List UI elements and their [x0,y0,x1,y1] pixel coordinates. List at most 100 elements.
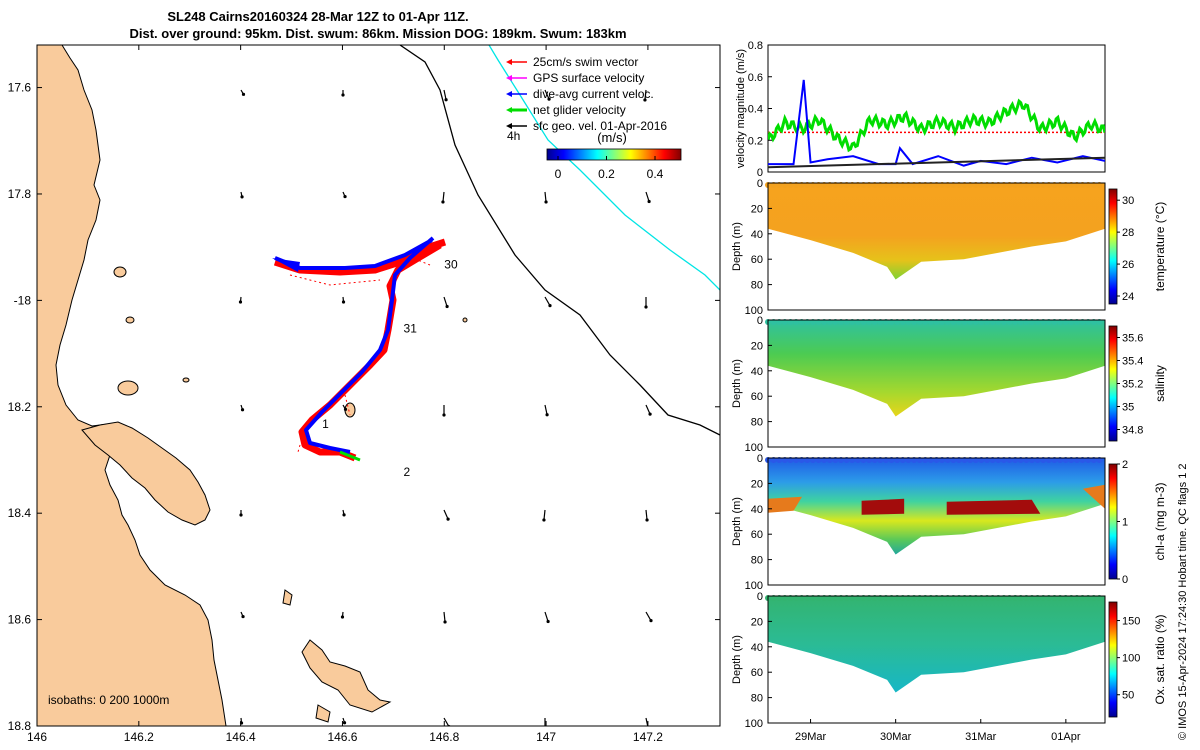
section-plot-frame [767,595,1106,724]
geo-velocity-arrowhead [545,413,549,417]
depth-tick-label: 80 [751,417,763,429]
geo-velocity-arrow [645,191,650,202]
colorbar-tick-label: 50 [1122,690,1134,702]
geo-velocity-arrowhead [646,726,649,729]
glider-track [272,236,447,462]
legend-label: dive-avg current veloc. [533,87,654,101]
depth-tick-label: 40 [751,642,763,654]
colorbar-tick-label: 26 [1122,259,1134,271]
velocity-y-tick-label: 0.2 [748,135,763,147]
isobath-200m [399,45,720,436]
legend-label: GPS surface velocity [533,71,644,85]
depth-tick-label: 40 [751,366,763,378]
section-panel: 0 20 40 60 80 100 Depth (m) 0 1 2 chl-a (mg m-3) [731,453,1167,592]
geo-velocity-arrowhead [239,513,243,517]
lat-tick-label: 17.8 [8,187,32,201]
geo-velocity-arrow [645,717,649,726]
geo-velocity-arrow [644,89,647,101]
depth-axis-label: Depth (m) [731,635,743,684]
depth-tick-label: 100 [745,442,763,454]
isobaths-label: isobaths: 0 200 1000m [48,693,169,707]
colorbar-label: Ox. sat. ratio (%) [1153,614,1167,704]
time-tick-label: 31Mar [965,731,997,743]
legend-arrowhead [506,75,512,81]
lon-tick-label: 146 [27,730,47,744]
lon-tick-label: 147.2 [633,730,663,744]
velocity-y-tick-label: 0.6 [748,72,763,84]
section-data-fill [768,458,1105,555]
day-labels: 30 31 1 2 [322,257,458,478]
geo-velocity-arrow [544,191,547,203]
geo-velocity-arrowhead [546,619,550,624]
island [113,266,127,278]
colorbar-tick-label: 2 [1122,459,1128,471]
time-axis: 29Mar 30Mar 31Mar 01Apr [795,719,1081,743]
day-label: 2 [404,465,411,479]
legend-arrowhead [506,107,512,113]
lon-tick-label: 146.8 [429,730,459,744]
chl-max-band [861,498,1041,515]
day-label: 31 [404,321,418,335]
island-group-south [282,589,392,723]
colorbar-tick-label: 35.4 [1122,356,1143,368]
geo-velocity-arrow [442,191,445,203]
section-data-fill [768,183,1105,280]
section-colorbar [1108,463,1118,580]
geo-velocity-arrow [645,404,651,415]
geo-velocity-arrow [544,611,549,622]
depth-tick-label: 0 [757,315,763,327]
geo-velocity-arrowhead [238,300,243,304]
depth-tick-label: 60 [751,667,763,679]
legend-arrowhead [506,59,512,65]
velocity-series [768,79,1105,169]
net-glider-trace [339,450,361,462]
legend-scale-label: 4h [507,129,520,143]
geo-velocity-arrowhead [342,513,346,517]
geo-velocity-arrow [443,296,448,307]
imos-credit: © IMOS 15-Apr-2024 17:24:30 Hobart time.… [1177,463,1189,740]
colorbar-tick-label: 1 [1122,517,1128,529]
depth-tick-label: 20 [751,203,763,215]
geo-velocity-arrowhead [547,97,551,101]
depth-tick-label: 100 [745,305,763,317]
velocity-y-tick-label: 0.4 [748,104,763,116]
geo-velocity-arrowhead [643,98,647,102]
geo-velocity-arrow [443,611,446,623]
geo-velocity-arrowhead [648,412,652,416]
depth-tick-label: 40 [751,229,763,241]
lon-tick-label: 146.6 [327,730,357,744]
map-legend: 25cm/s swim vector GPS surface velocity di… [506,55,667,133]
colorbar-tick-label: 35.6 [1122,333,1143,345]
lon-tick-label: 146.4 [226,730,256,744]
island-hinchinbrook [81,421,211,526]
depth-tick-label: 60 [751,529,763,541]
section-panel: 0 20 40 60 80 100 Depth (m) 50 100 150 Ox. sat. ra… [731,591,1167,730]
geo-velocity-arrowhead [343,194,347,199]
legend-label: net glider velocity [533,103,626,117]
geo-velocity-arrow [645,509,648,521]
geo-velocity-arrow [443,717,450,726]
section-plot-frame [767,182,1106,311]
lon-tick-label: 147 [536,730,556,744]
depth-tick-label: 80 [751,693,763,705]
island [125,316,135,324]
day-label: 1 [322,417,329,431]
island [182,377,190,383]
depth-tick-label: 0 [757,178,763,190]
depth-tick-label: 20 [751,340,763,352]
geo-velocity-arrowhead [341,300,346,304]
section-colorbar [1108,188,1118,305]
time-tick-label: 29Mar [795,731,827,743]
geo-velocity-arrowhead [544,200,548,204]
lat-tick-label: 18.2 [8,400,32,414]
depth-tick-label: 60 [751,254,763,266]
geo-velocity-arrowhead [645,518,649,522]
colorbar-tick-label: 24 [1122,291,1134,303]
colorbar-title: (m/s) [597,130,627,145]
island [462,317,468,323]
section-colorbar [1108,325,1118,442]
legend-arrowhead [506,123,512,129]
depth-tick-label: 40 [751,504,763,516]
depth-tick-label: 20 [751,616,763,628]
